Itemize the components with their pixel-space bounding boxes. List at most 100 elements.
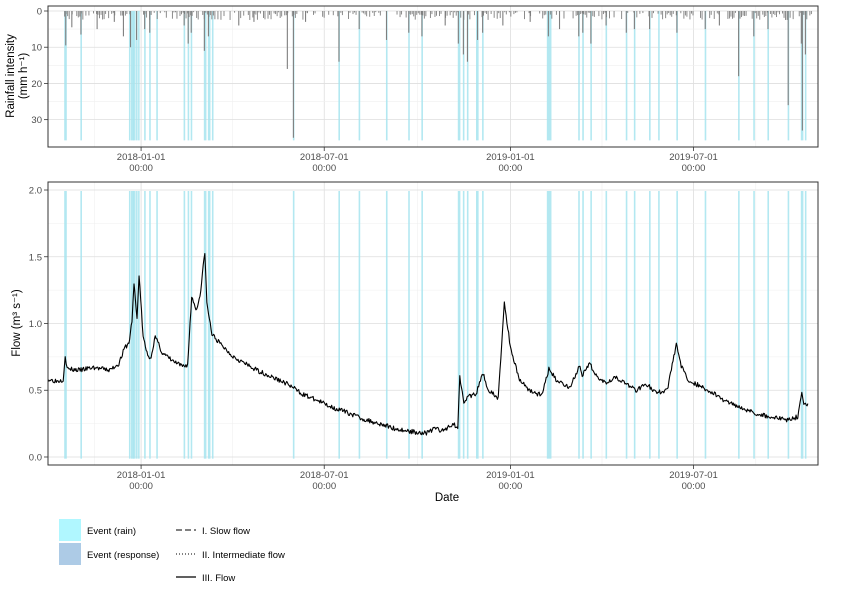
- rain-bar: [425, 11, 427, 17]
- event-band: [207, 11, 211, 141]
- x-tick-label-time: 00:00: [129, 481, 153, 492]
- rain-bar: [801, 11, 803, 131]
- rain-bar: [493, 11, 495, 18]
- rain-bar: [369, 11, 371, 17]
- rain-bar: [120, 11, 122, 16]
- event-band: [80, 11, 82, 141]
- rain-bar: [730, 11, 732, 17]
- event-band: [633, 11, 636, 141]
- rain-bar: [366, 11, 368, 17]
- rain-bar: [777, 11, 779, 13]
- rain-bar: [744, 11, 746, 16]
- event-band: [408, 11, 410, 141]
- event-band: [128, 191, 131, 459]
- event-band: [144, 11, 146, 141]
- rain-bar: [284, 11, 286, 16]
- rain-bar: [680, 11, 682, 14]
- event-band: [138, 191, 140, 459]
- rain-bar: [800, 11, 802, 13]
- rain-bar: [411, 11, 413, 15]
- rain-bar: [96, 11, 97, 14]
- rain-bar: [451, 11, 453, 13]
- event-band: [582, 11, 584, 141]
- rain-bar: [355, 11, 357, 15]
- rain-bar: [434, 11, 436, 17]
- rain-bar: [789, 11, 791, 18]
- event-band: [187, 191, 190, 459]
- rain-bar: [285, 11, 287, 16]
- rain-bar: [555, 11, 557, 15]
- rain-bar: [513, 11, 515, 15]
- rain-bar: [220, 11, 222, 20]
- rain-bar: [281, 11, 283, 17]
- rain-bar: [657, 11, 659, 14]
- rain-bar: [510, 11, 512, 17]
- event-band: [625, 191, 628, 459]
- rainfall-y-axis-title-line1: Rainfall intensity: [5, 34, 17, 118]
- rain-bar: [373, 11, 375, 16]
- rain-bar: [76, 11, 78, 17]
- rain-bar: [129, 11, 131, 15]
- event-band: [190, 11, 193, 141]
- rain-bar: [103, 11, 105, 20]
- rain-bar: [669, 11, 671, 16]
- y-tick-label: 1.0: [29, 319, 42, 330]
- rain-bar: [651, 11, 653, 18]
- rain-bar: [593, 11, 595, 17]
- event-band: [476, 191, 479, 459]
- rain-bar: [504, 11, 506, 13]
- rain-bar: [122, 11, 124, 37]
- legend-label-event-rain: Event (rain): [87, 526, 136, 537]
- rain-bar: [276, 11, 278, 17]
- rain-bar: [165, 11, 167, 18]
- rain-bar: [82, 11, 84, 20]
- x-tick-label: 2018-07-01: [300, 152, 349, 163]
- rain-bar: [466, 11, 468, 62]
- rain-bar: [457, 11, 459, 13]
- rain-bar: [601, 11, 603, 20]
- rain-bar: [179, 11, 181, 17]
- rain-bar: [529, 11, 531, 22]
- rain-bar: [421, 11, 423, 37]
- y-tick-label: 0.0: [29, 452, 42, 463]
- event-band: [767, 191, 770, 459]
- rain-bar: [413, 11, 415, 17]
- rain-bar: [328, 11, 330, 15]
- event-band: [578, 191, 580, 459]
- x-tick-label: 2018-01-01: [117, 470, 166, 481]
- rain-bar: [806, 11, 808, 20]
- rain-bar: [279, 11, 281, 18]
- rain-bar: [609, 11, 610, 19]
- rain-bar: [444, 11, 446, 26]
- rain-bar: [259, 11, 261, 14]
- rain-bar: [505, 11, 507, 15]
- rain-bar: [639, 11, 641, 14]
- event-band: [578, 11, 580, 141]
- event-band: [156, 191, 158, 459]
- rain-bar: [187, 11, 189, 44]
- rain-bar: [741, 11, 743, 18]
- rain-bar: [800, 11, 802, 44]
- rain-bar: [809, 11, 811, 16]
- rainfall-bars: [64, 11, 812, 138]
- rain-bar: [457, 11, 459, 44]
- rain-bar: [738, 11, 740, 77]
- event-band: [211, 11, 214, 141]
- rain-bar: [786, 11, 788, 20]
- event-band: [203, 11, 207, 141]
- rain-bar: [105, 11, 107, 14]
- rain-bar: [731, 11, 733, 19]
- rain-bar: [666, 11, 668, 15]
- rain-bar: [191, 11, 193, 16]
- event-band: [144, 191, 146, 459]
- rain-bar: [613, 11, 615, 18]
- rain-bar: [144, 11, 146, 30]
- event-band: [658, 11, 660, 141]
- rain-bar: [429, 11, 431, 18]
- rain-bar: [396, 11, 398, 15]
- rain-bar: [649, 11, 651, 30]
- rain-bar: [727, 11, 729, 19]
- rainfall-y-axis-title-line2: (mm h⁻¹): [18, 53, 30, 99]
- rain-bar: [636, 11, 638, 18]
